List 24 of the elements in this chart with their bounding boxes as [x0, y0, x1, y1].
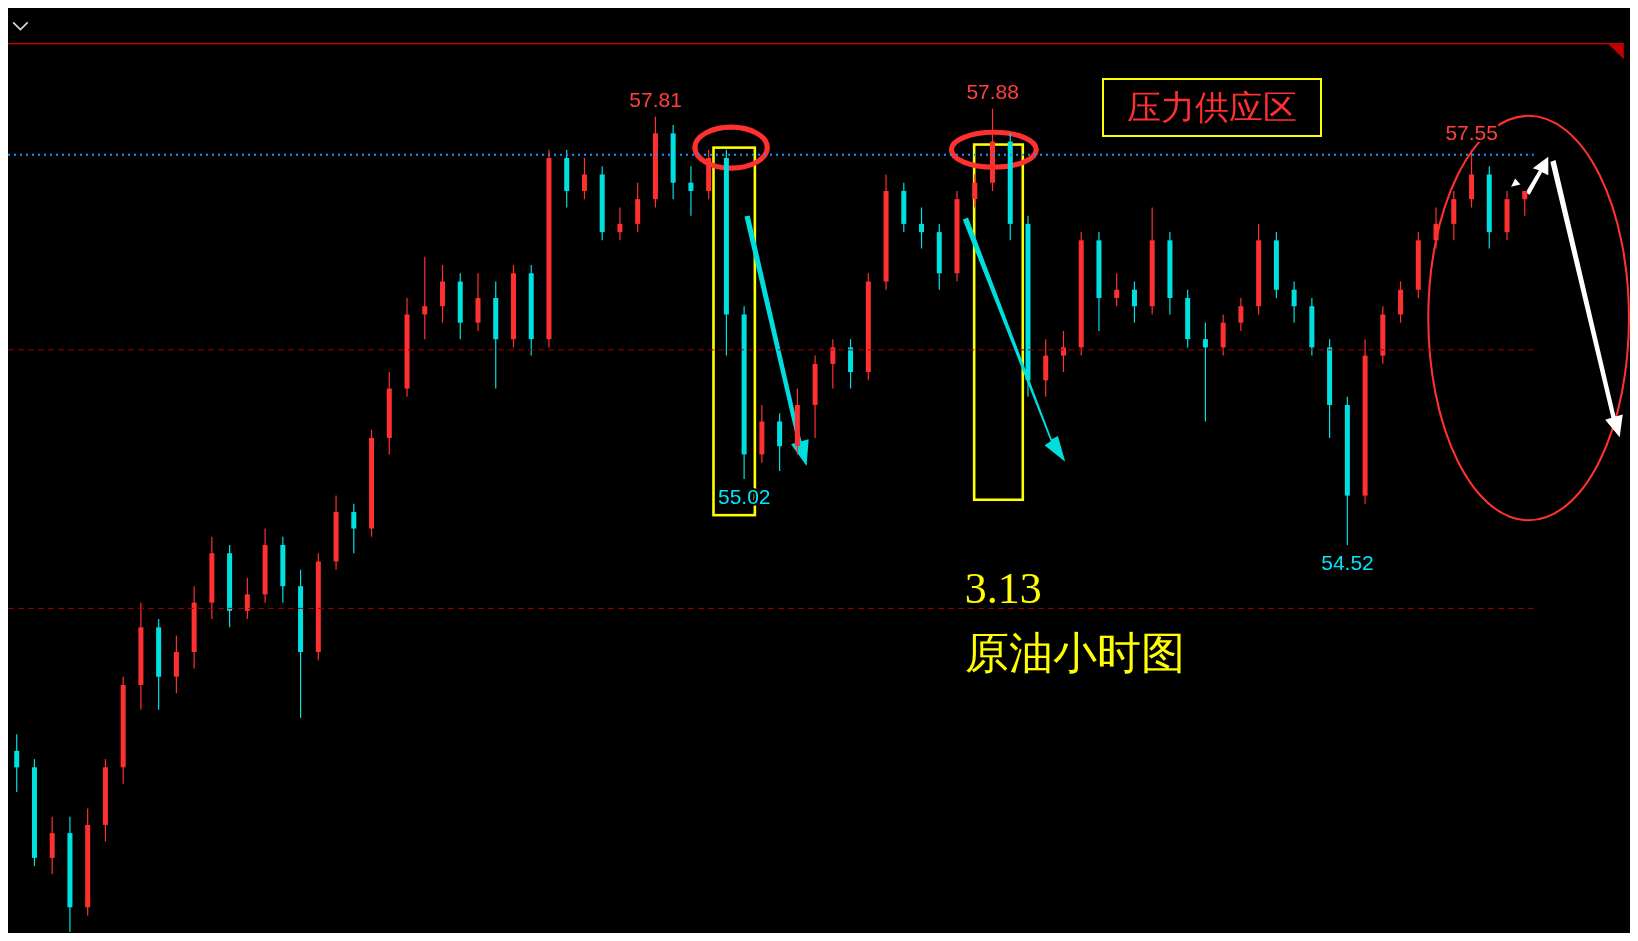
- candlestick: [422, 256, 428, 340]
- candlestick: [14, 733, 20, 793]
- candlestick: [581, 157, 587, 200]
- candlestick: [1522, 190, 1528, 217]
- candlestick: [351, 503, 357, 554]
- candlestick: [1238, 297, 1244, 332]
- candlestick: [1202, 322, 1208, 423]
- candlestick: [617, 206, 623, 241]
- annotation: 54.52: [1321, 550, 1374, 574]
- candlestick: [244, 577, 250, 620]
- annotation: 3.13: [964, 564, 1043, 614]
- annotation: 原油小时图: [964, 628, 1186, 680]
- candlestick: [1114, 272, 1120, 307]
- candlestick: [972, 173, 978, 209]
- annotation: 57.81: [629, 87, 682, 111]
- candlestick: [688, 165, 694, 217]
- candlestick: [1291, 280, 1297, 324]
- candlestick: [830, 338, 836, 390]
- annotation: 57.88: [966, 79, 1019, 103]
- candlestick: [919, 206, 925, 250]
- candlestick: [1131, 280, 1137, 324]
- candlestick: [1433, 206, 1439, 250]
- candlestick: [1060, 330, 1066, 373]
- annotation: 压力供应区: [1102, 77, 1322, 138]
